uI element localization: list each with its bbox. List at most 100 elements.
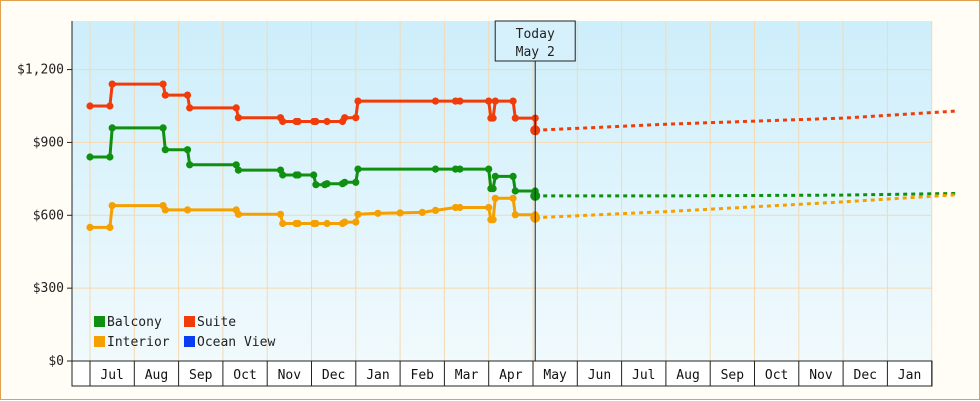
data-point-suite: [159, 80, 167, 88]
data-point-interior: [294, 219, 302, 228]
month-label: May: [543, 368, 567, 383]
data-point-suite: [86, 102, 94, 110]
month-label: Sep: [721, 368, 745, 383]
data-point-suite: [234, 114, 242, 122]
month-label: Sep: [189, 368, 213, 383]
y-tick-label: $300: [33, 281, 64, 296]
data-point-balcony: [352, 178, 360, 186]
data-point-interior: [354, 210, 362, 218]
data-point-balcony: [161, 146, 169, 154]
data-point-interior: [491, 194, 499, 202]
month-label: Jul: [632, 368, 655, 383]
y-tick-label: $0: [48, 354, 64, 369]
month-label: Aug: [676, 368, 699, 383]
today-label-box: [494, 20, 576, 62]
data-point-interior: [396, 209, 404, 217]
data-point-balcony: [234, 166, 242, 174]
data-point-interior: [341, 218, 349, 226]
month-label: Jun: [588, 368, 611, 383]
data-point-balcony: [294, 171, 302, 179]
data-point-interior: [456, 203, 464, 212]
legend-swatch-ocean-view: [184, 336, 195, 347]
legend-label-balcony: Balcony: [107, 315, 162, 330]
data-point-balcony: [485, 165, 493, 173]
data-point-balcony: [511, 187, 519, 195]
data-point-suite: [489, 114, 497, 122]
data-point-suite: [485, 97, 493, 105]
legend-label-suite: Suite: [197, 315, 236, 330]
month-label: Oct: [233, 368, 256, 383]
legend-label-ocean-view: Ocean View: [197, 335, 275, 350]
data-point-interior: [183, 206, 192, 214]
today-label: Today: [516, 27, 555, 42]
data-point-suite: [341, 114, 349, 122]
data-point-balcony: [323, 180, 331, 188]
data-point-suite: [183, 91, 192, 99]
forecast-line-balcony: [535, 191, 959, 198]
data-point-suite: [352, 114, 360, 122]
forecast-line-suite: [535, 109, 959, 132]
data-point-interior: [485, 203, 493, 212]
month-label: Aug: [145, 368, 168, 383]
data-point-interior: [418, 208, 426, 216]
data-point-suite: [294, 117, 302, 126]
data-point-interior: [509, 194, 517, 202]
data-point-balcony: [108, 124, 116, 132]
data-point-interior: [431, 206, 440, 214]
series-layer: [86, 80, 959, 231]
month-label: Dec: [854, 368, 877, 383]
data-point-balcony: [86, 153, 94, 161]
data-point-interior: [489, 216, 497, 224]
forecast-line-interior: [535, 193, 959, 220]
data-point-interior: [108, 202, 116, 210]
data-point-balcony: [186, 161, 194, 169]
month-label: Oct: [765, 368, 788, 383]
month-label: Jan: [366, 368, 389, 383]
data-point-balcony: [509, 172, 517, 180]
data-point-suite: [354, 97, 362, 105]
today-date: May 2: [516, 45, 555, 60]
data-point-suite: [491, 97, 499, 105]
data-point-balcony: [491, 172, 499, 180]
data-point-interior: [374, 209, 382, 217]
data-point-balcony: [279, 171, 287, 179]
data-point-interior: [352, 218, 360, 226]
data-point-suite: [279, 117, 287, 126]
data-point-suite: [431, 97, 440, 105]
month-label: Mar: [455, 368, 479, 383]
month-axis: Jul Aug Sep Oct Nov Dec Jan Feb Mar Apr May Jun Jul A…: [71, 360, 933, 387]
data-point-balcony: [456, 165, 464, 173]
data-point-interior: [312, 219, 320, 228]
data-point-suite: [312, 117, 320, 126]
data-point-balcony: [312, 181, 320, 189]
data-point-suite: [509, 97, 517, 105]
legend-swatch-interior: [94, 336, 105, 347]
data-point-balcony: [341, 178, 349, 186]
y-tick-label: $600: [33, 208, 64, 223]
data-point-balcony: [159, 124, 167, 132]
data-point-interior: [323, 219, 331, 228]
data-point-suite: [456, 97, 464, 105]
data-point-suite: [106, 102, 114, 110]
month-label: Dec: [322, 368, 345, 383]
data-point-interior: [106, 223, 114, 231]
y-tick-label: $1,200: [17, 63, 64, 78]
data-point-interior: [234, 210, 242, 218]
data-point-suite: [232, 104, 240, 112]
month-label: Jan: [898, 368, 921, 383]
legend-swatch-suite: [184, 316, 195, 327]
y-tick-label: $900: [33, 135, 64, 150]
data-point-balcony: [183, 146, 192, 154]
today-marker: Today May 2: [494, 20, 576, 361]
data-point-interior: [86, 223, 94, 231]
month-label: Jul: [100, 368, 123, 383]
grid-lines: [72, 21, 933, 362]
month-label: Apr: [499, 368, 523, 383]
data-point-suite: [161, 91, 169, 99]
data-point-interior: [276, 210, 285, 218]
data-point-suite: [186, 104, 194, 112]
plot-area: [72, 21, 932, 361]
data-point-suite: [511, 114, 519, 122]
